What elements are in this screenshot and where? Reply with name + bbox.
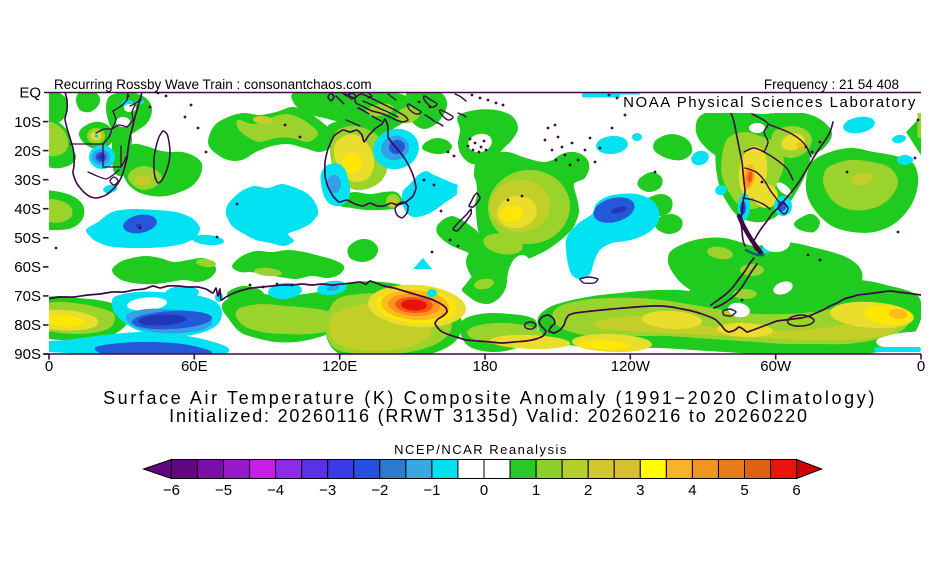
svg-text:3: 3 xyxy=(636,482,644,499)
svg-text:−5: −5 xyxy=(215,482,232,499)
svg-text:−6: −6 xyxy=(163,482,180,499)
svg-text:70S: 70S xyxy=(14,288,41,305)
svg-text:Frequency : 21 54 408: Frequency : 21 54 408 xyxy=(764,77,899,92)
svg-text:−2: −2 xyxy=(371,482,388,499)
svg-text:Recurring Rossby Wave Train :: Recurring Rossby Wave Train : consonantc… xyxy=(54,77,372,92)
svg-text:0: 0 xyxy=(45,358,53,375)
svg-text:0: 0 xyxy=(480,482,488,499)
svg-text:NOAA Physical Sciences Laborat: NOAA Physical Sciences Laboratory xyxy=(623,94,917,111)
svg-text:120W: 120W xyxy=(611,358,651,375)
svg-text:NCEP/NCAR Reanalysis: NCEP/NCAR Reanalysis xyxy=(394,442,568,457)
svg-text:60S: 60S xyxy=(14,259,41,276)
svg-text:30S: 30S xyxy=(14,172,41,189)
svg-text:1: 1 xyxy=(532,482,540,499)
svg-text:80S: 80S xyxy=(14,317,41,334)
svg-text:50S: 50S xyxy=(14,230,41,247)
svg-text:60E: 60E xyxy=(181,358,208,375)
svg-text:EQ: EQ xyxy=(19,85,41,102)
svg-text:Initialized: 20260116 (RRWT 31: Initialized: 20260116 (RRWT 3135d) Valid… xyxy=(169,406,809,426)
svg-text:20S: 20S xyxy=(14,143,41,160)
svg-text:180: 180 xyxy=(472,358,497,375)
svg-text:40S: 40S xyxy=(14,201,41,218)
svg-text:5: 5 xyxy=(740,482,748,499)
svg-text:2: 2 xyxy=(584,482,592,499)
svg-text:6: 6 xyxy=(792,482,800,499)
svg-text:90S: 90S xyxy=(14,346,41,363)
svg-text:Surface Air Temperature (K) Co: Surface Air Temperature (K) Composite An… xyxy=(103,388,877,408)
svg-text:10S: 10S xyxy=(14,114,41,131)
svg-text:120E: 120E xyxy=(322,358,357,375)
svg-text:−3: −3 xyxy=(319,482,336,499)
svg-text:0: 0 xyxy=(917,358,925,375)
svg-text:−1: −1 xyxy=(423,482,440,499)
svg-text:−4: −4 xyxy=(267,482,284,499)
svg-text:60W: 60W xyxy=(760,358,792,375)
svg-text:4: 4 xyxy=(688,482,696,499)
